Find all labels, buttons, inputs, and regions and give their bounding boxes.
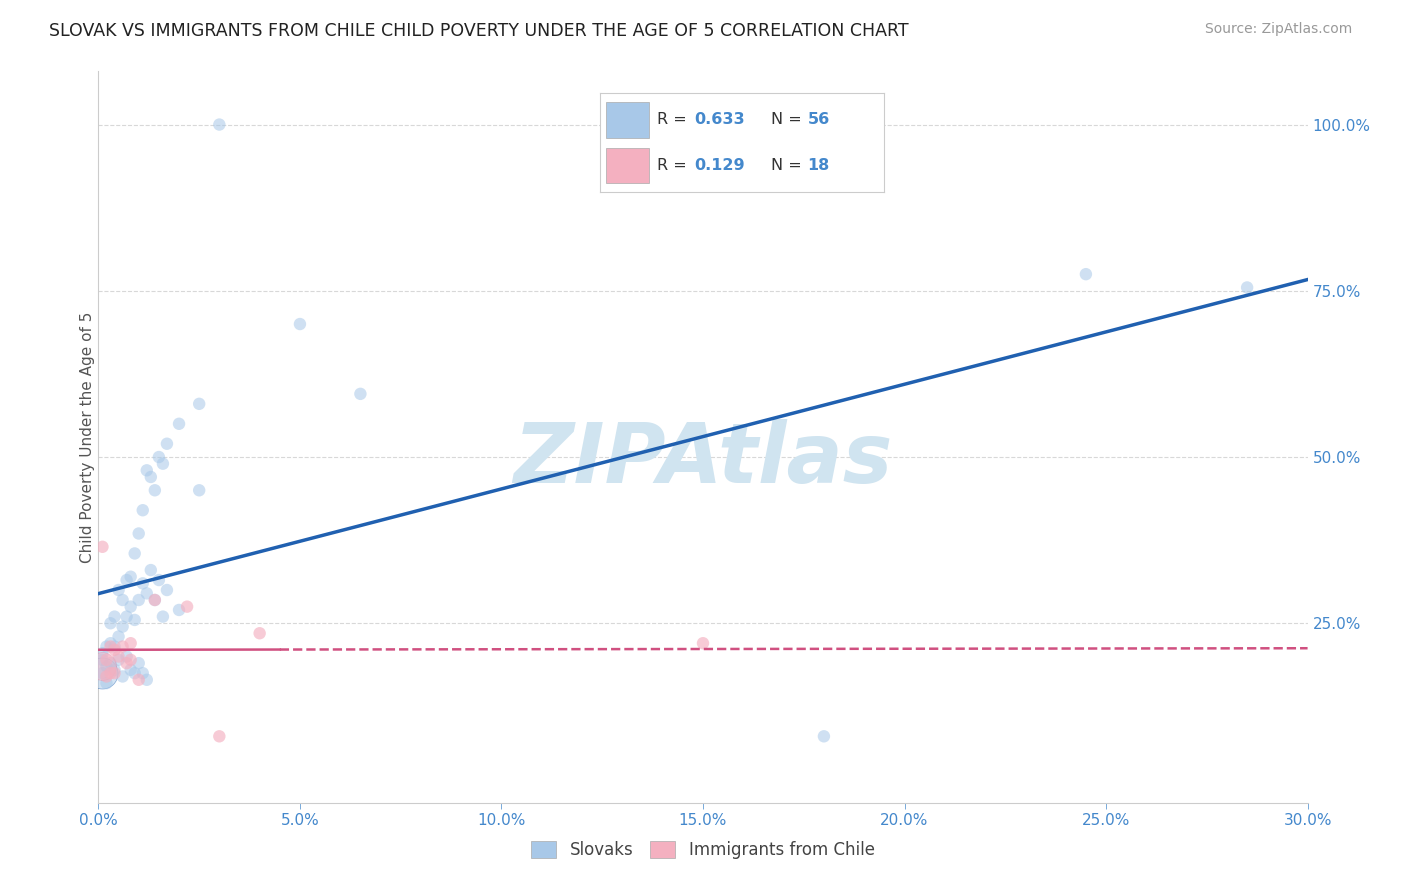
Point xyxy=(143,483,166,498)
Point xyxy=(96,640,118,654)
Point xyxy=(120,663,142,677)
Point xyxy=(103,666,125,681)
Point xyxy=(208,118,231,132)
Point xyxy=(124,666,146,681)
Point xyxy=(120,570,142,584)
Text: ZIPAtlas: ZIPAtlas xyxy=(513,418,893,500)
Point xyxy=(156,582,179,597)
Point xyxy=(152,609,174,624)
Point xyxy=(1074,267,1097,281)
Point xyxy=(115,573,138,587)
Point xyxy=(103,643,125,657)
Point xyxy=(100,640,122,654)
Y-axis label: Child Poverty Under the Age of 5: Child Poverty Under the Age of 5 xyxy=(80,311,94,563)
Point xyxy=(120,636,142,650)
Point xyxy=(128,593,150,607)
Point xyxy=(107,653,129,667)
Point xyxy=(132,576,155,591)
Point xyxy=(91,653,114,667)
Point xyxy=(91,646,114,660)
Point xyxy=(813,729,835,743)
Point xyxy=(167,417,190,431)
Point xyxy=(1236,280,1258,294)
Point xyxy=(111,619,134,633)
Point xyxy=(288,317,311,331)
Point xyxy=(167,603,190,617)
Point xyxy=(124,546,146,560)
Point xyxy=(91,666,114,681)
Point xyxy=(96,659,118,673)
Point xyxy=(132,666,155,681)
Point xyxy=(139,563,162,577)
Point xyxy=(91,666,114,681)
Point xyxy=(128,526,150,541)
Point xyxy=(135,463,157,477)
Point xyxy=(107,649,129,664)
Point xyxy=(100,616,122,631)
Point xyxy=(103,609,125,624)
Point xyxy=(115,656,138,670)
Point xyxy=(176,599,198,614)
Text: Source: ZipAtlas.com: Source: ZipAtlas.com xyxy=(1205,22,1353,37)
Point xyxy=(128,656,150,670)
Point xyxy=(692,636,714,650)
Point xyxy=(143,593,166,607)
Point xyxy=(135,586,157,600)
Point xyxy=(107,630,129,644)
Point xyxy=(111,640,134,654)
Point xyxy=(100,656,122,670)
Point xyxy=(148,573,170,587)
Point xyxy=(111,669,134,683)
Point xyxy=(91,540,114,554)
Point xyxy=(111,593,134,607)
Point xyxy=(100,636,122,650)
Text: SLOVAK VS IMMIGRANTS FROM CHILE CHILD POVERTY UNDER THE AGE OF 5 CORRELATION CHA: SLOVAK VS IMMIGRANTS FROM CHILE CHILD PO… xyxy=(49,22,908,40)
Point xyxy=(188,483,211,498)
Point xyxy=(100,666,122,681)
Point xyxy=(124,613,146,627)
Point xyxy=(96,669,118,683)
Point xyxy=(128,673,150,687)
Point xyxy=(91,659,114,673)
Point xyxy=(143,593,166,607)
Point xyxy=(148,450,170,464)
Point xyxy=(103,640,125,654)
Point xyxy=(107,582,129,597)
Point xyxy=(208,729,231,743)
Point xyxy=(156,436,179,450)
Point xyxy=(249,626,271,640)
Point xyxy=(103,663,125,677)
Point xyxy=(96,653,118,667)
Point xyxy=(96,676,118,690)
Point xyxy=(120,599,142,614)
Point xyxy=(349,387,371,401)
Point xyxy=(188,397,211,411)
Point xyxy=(120,653,142,667)
Point xyxy=(115,609,138,624)
Point xyxy=(132,503,155,517)
Point xyxy=(135,673,157,687)
Point xyxy=(152,457,174,471)
Legend: Slovaks, Immigrants from Chile: Slovaks, Immigrants from Chile xyxy=(523,833,883,868)
Point xyxy=(115,649,138,664)
Point xyxy=(139,470,162,484)
